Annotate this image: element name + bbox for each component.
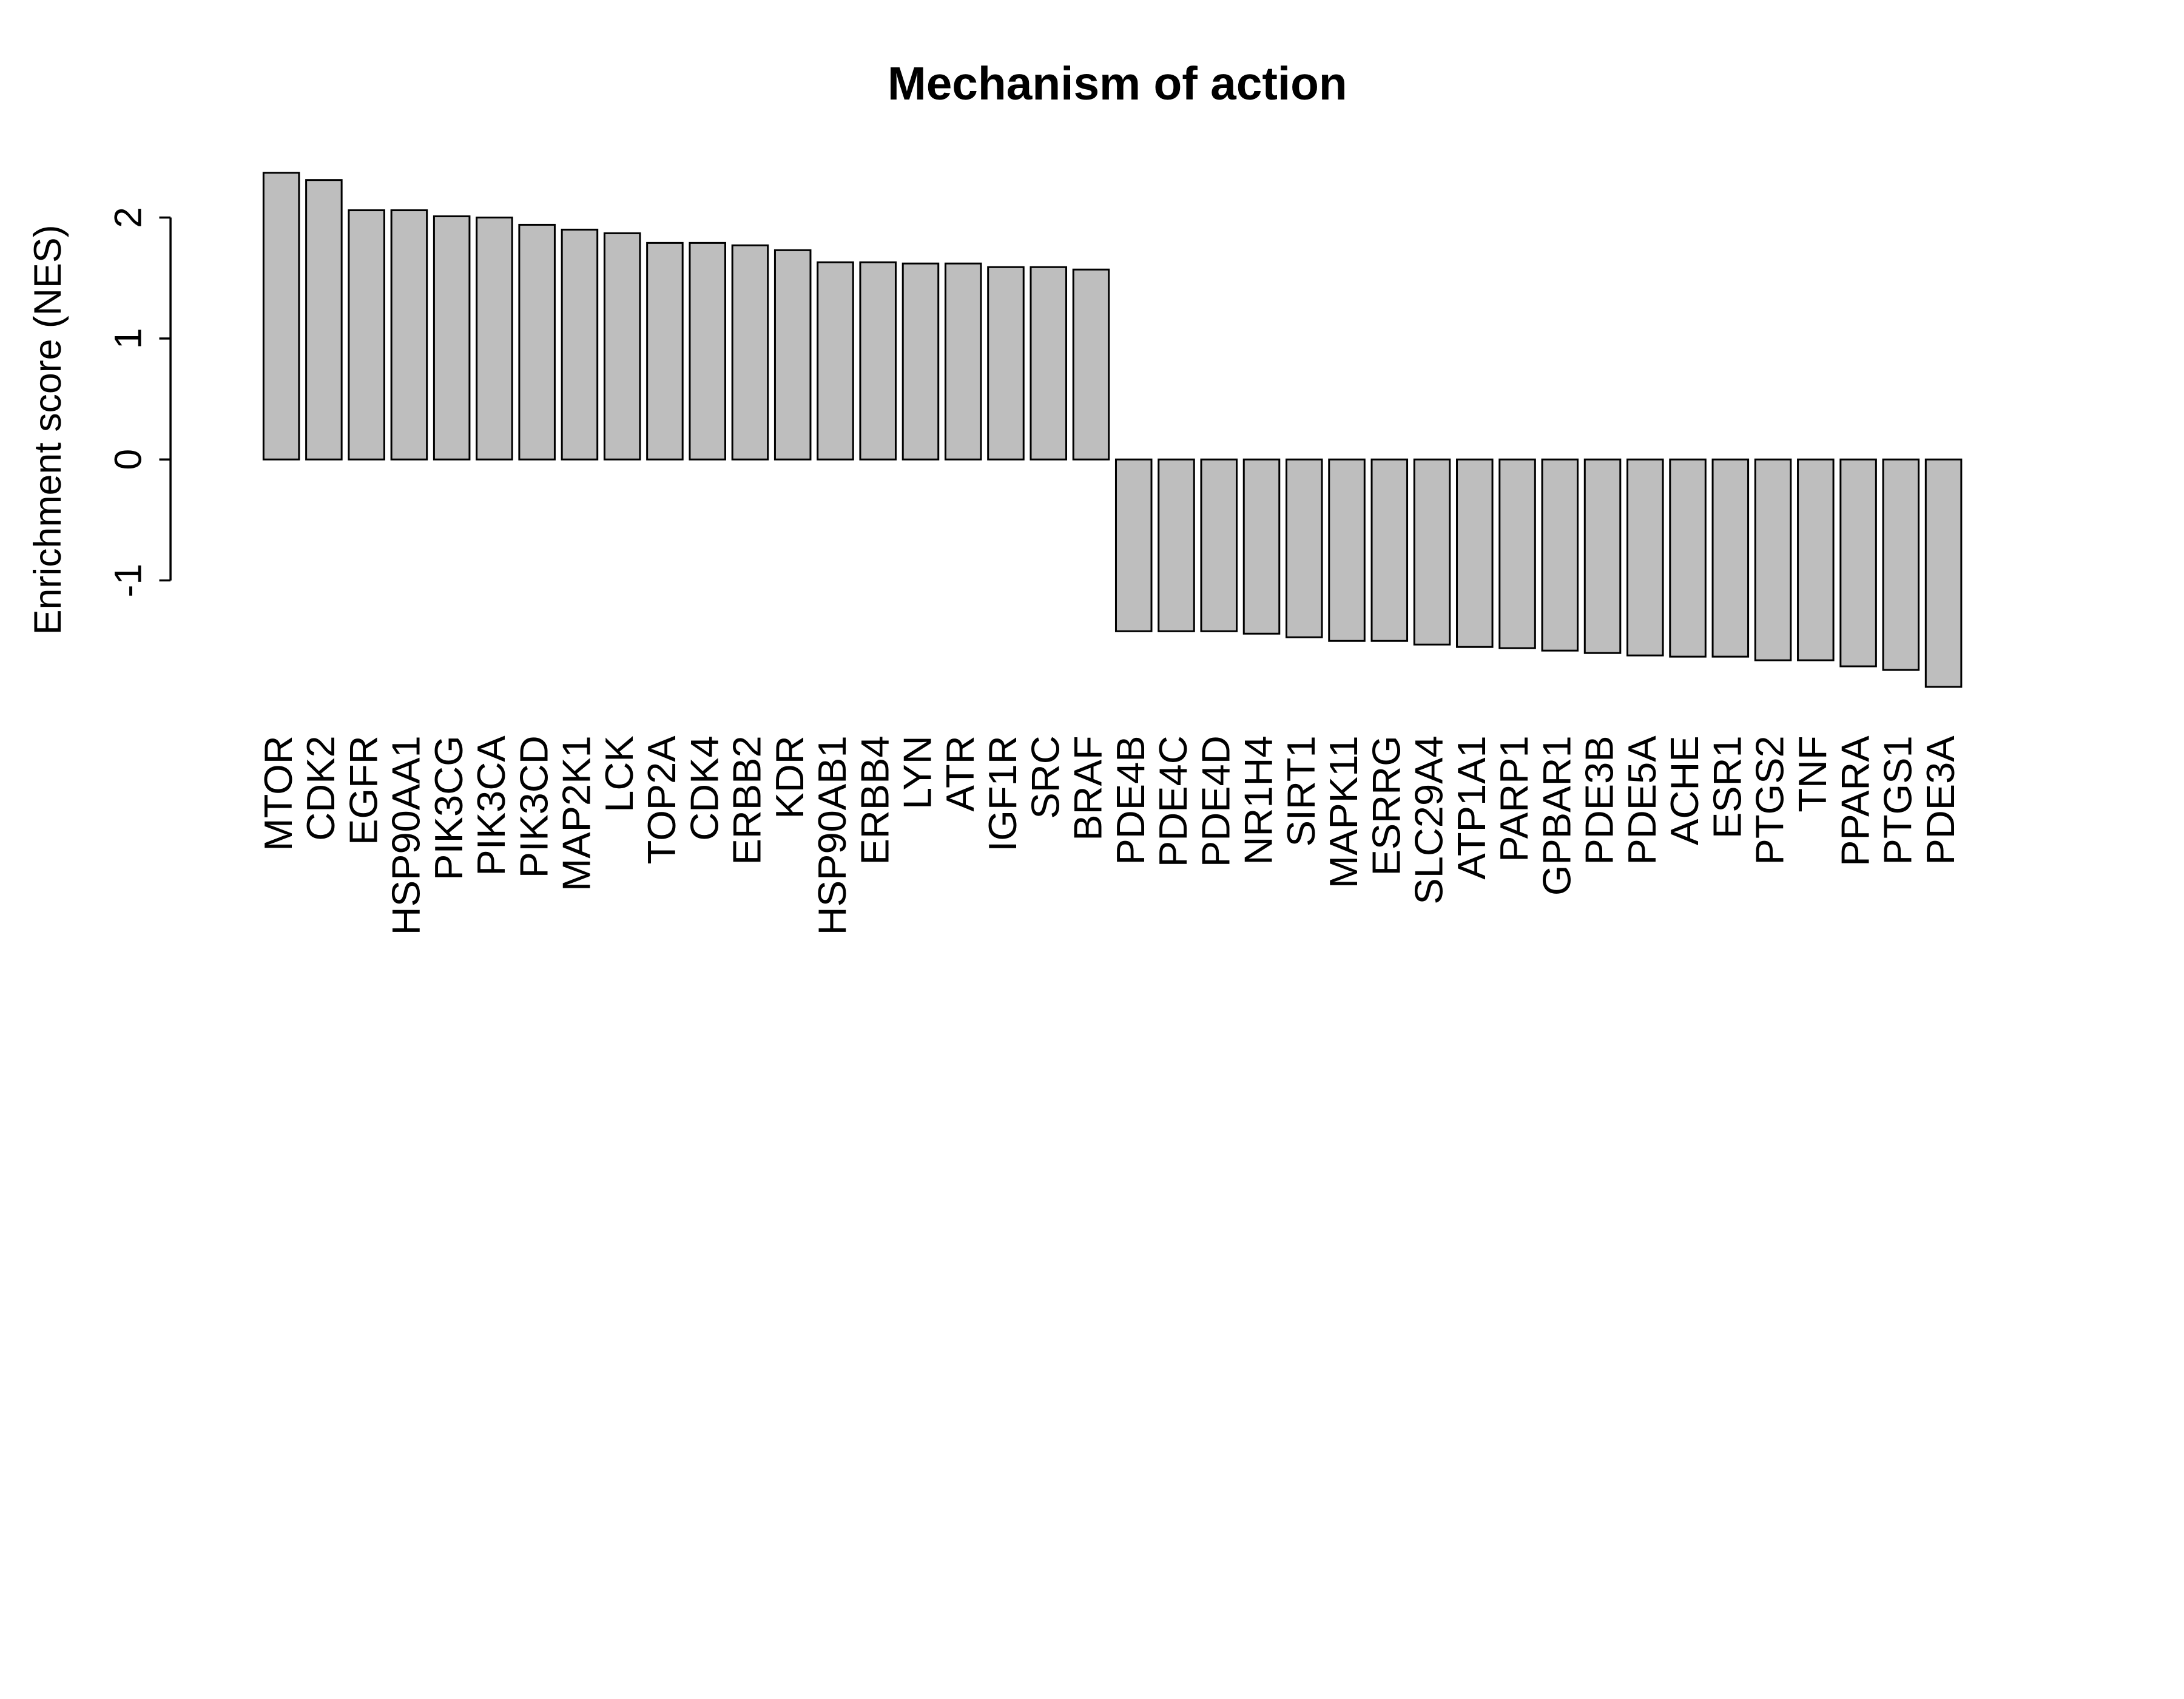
bar: [561, 228, 599, 461]
x-tick-label: PARP1: [1492, 735, 1536, 862]
x-tick-label: PDE4C: [1151, 735, 1195, 867]
bar: [817, 261, 854, 461]
x-tick-label: SLC29A4: [1407, 735, 1451, 904]
y-tick-label: 0: [107, 449, 150, 470]
x-tick-label: PTGS2: [1748, 735, 1792, 865]
bar: [902, 262, 940, 461]
x-tick-label: MAPK11: [1321, 735, 1366, 888]
x-tick-label: ATP1A1: [1449, 735, 1494, 879]
x-tick-label: HSP90AB1: [810, 735, 854, 935]
x-tick-label: ACHE: [1662, 735, 1707, 845]
bar: [348, 209, 385, 461]
bar: [1328, 458, 1366, 642]
bar: [1242, 458, 1281, 635]
x-tick-label: PDE3A: [1918, 735, 1963, 865]
x-tick-label: MAP2K1: [554, 735, 599, 891]
x-tick-label: PDE4D: [1193, 735, 1238, 867]
bar: [731, 244, 769, 461]
x-tick-label: PDE4B: [1108, 735, 1153, 865]
bar: [518, 223, 556, 461]
x-tick-label: PPARA: [1833, 735, 1877, 866]
bar: [1030, 266, 1068, 461]
bar: [1285, 458, 1323, 638]
bar: [1456, 458, 1494, 648]
x-tick-label: ATR: [938, 735, 982, 811]
x-tick-label: TNF: [1790, 735, 1835, 812]
x-tick-label: PIK3CD: [511, 735, 556, 878]
x-tick-label: EGFR: [341, 735, 385, 845]
bar: [1669, 458, 1707, 658]
x-tick-label: LYN: [895, 735, 940, 809]
x-tick-label: ESRRG: [1364, 735, 1408, 876]
bar: [1541, 458, 1579, 652]
bar: [1114, 458, 1153, 632]
x-tick-label: CDK4: [682, 735, 726, 840]
bar: [987, 266, 1025, 461]
bar: [1200, 458, 1238, 632]
x-tick-label: CDK2: [298, 735, 343, 840]
chart-title: Mechanism of action: [888, 58, 1347, 110]
bar: [603, 232, 641, 461]
y-axis-label: Enrichment score (NES): [27, 225, 69, 635]
bar: [1711, 458, 1750, 658]
x-tick-label: ESR1: [1705, 735, 1749, 839]
bar: [1754, 458, 1792, 661]
x-tick-label: TOP2A: [639, 735, 684, 865]
x-tick-label: PIK3CG: [426, 735, 471, 880]
x-tick-label: BRAF: [1066, 735, 1110, 840]
bar: [1882, 458, 1920, 671]
y-tick-label: 1: [107, 328, 150, 349]
x-tick-label: PTGS1: [1876, 735, 1920, 865]
y-tick-label: 2: [107, 207, 150, 228]
bar: [944, 262, 982, 461]
x-tick-label: NR1H4: [1236, 735, 1281, 865]
x-tick-label: SRC: [1023, 735, 1067, 819]
bar: [774, 249, 812, 461]
bar: [859, 261, 897, 461]
bar: [390, 209, 428, 461]
bar: [1158, 458, 1195, 632]
x-tick-label: ERBB2: [725, 735, 769, 865]
bar: [305, 179, 343, 461]
y-tick-label: -1: [107, 564, 150, 598]
x-tick-label: PIK3CA: [469, 735, 513, 876]
bar: [433, 215, 471, 461]
bar: [1626, 458, 1664, 657]
bar: [1413, 458, 1451, 646]
bar: [1924, 458, 1963, 688]
x-tick-label: MTOR: [256, 735, 300, 851]
bar: [476, 216, 513, 461]
bar: [689, 242, 726, 461]
bar: [1583, 458, 1622, 654]
bar: [646, 242, 684, 461]
bar: [1370, 458, 1409, 642]
bar: [1498, 458, 1536, 649]
x-tick-label: HSP90AA1: [384, 735, 428, 935]
bar: [262, 172, 300, 461]
bar: [1797, 458, 1835, 661]
x-tick-label: ERBB4: [852, 735, 897, 865]
bar: [1839, 458, 1877, 667]
x-tick-label: LCK: [597, 735, 641, 812]
x-tick-label: GPBAR1: [1534, 735, 1579, 896]
x-tick-label: IGF1R: [980, 735, 1025, 851]
x-tick-label: PDE5A: [1620, 735, 1664, 865]
x-tick-label: SIRT1: [1279, 735, 1323, 846]
bar: [1072, 268, 1110, 461]
x-tick-label: PDE3B: [1577, 735, 1622, 865]
x-tick-label: KDR: [767, 735, 812, 819]
